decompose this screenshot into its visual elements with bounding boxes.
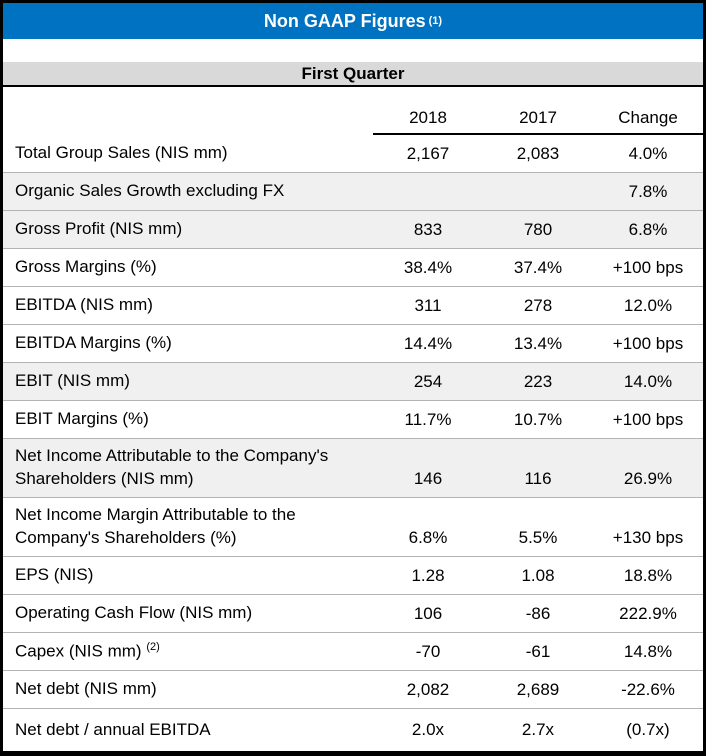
value-change: +100 bps [612,257,684,277]
period-label: First Quarter [301,63,405,83]
capex-footnote-ref: (2) [146,640,160,653]
value-2017: 2.7x [521,720,555,739]
row-label: Net debt (NIS mm) [15,679,157,699]
value-2017: 278 [523,295,553,315]
value-change: +100 bps [612,409,684,429]
value-2018: 11.7% [404,409,452,429]
value-2017: 1.08 [521,565,555,585]
row-label: EBITDA Margins (%) [15,333,172,353]
value-change: 6.8% [628,219,668,239]
row-label: EBIT Margins (%) [15,409,149,429]
value-change: +130 bps [612,528,684,547]
page-title: Non GAAP Figures [263,10,426,31]
table-row: Capex (NIS mm) (2) -70 -61 14.8% [3,633,703,671]
value-change: -22.6% [621,679,675,699]
row-label: Net Income Margin Attributable to the Co… [15,505,296,547]
table-row: Organic Sales Growth excluding FX 7.8% [3,173,703,211]
value-2018: 106 [413,603,443,623]
title-bar: Non GAAP Figures (1) [3,3,703,39]
value-2018: 311 [414,295,442,315]
row-label: Capex (NIS mm) (2) [15,640,160,661]
row-label: EBIT (NIS mm) [15,371,130,391]
value-2018: 254 [413,371,443,391]
table-row: EBIT (NIS mm) 254 223 14.0% [3,363,703,401]
table-row: EBIT Margins (%) 11.7% 10.7% +100 bps [3,401,703,439]
value-2017: 37.4% [513,257,563,277]
row-label: EBITDA (NIS mm) [15,295,153,315]
value-2017: -61 [525,641,551,661]
value-2017: 2,689 [516,679,560,699]
col-header-2017: 2017 [519,108,557,127]
value-2017: 10.7% [513,409,563,429]
table-row: EBITDA Margins (%) 14.4% 13.4% +100 bps [3,325,703,363]
col-header-2018: 2018 [409,108,447,127]
value-change: 26.9% [623,469,673,488]
table-row: Net Income Margin Attributable to the Co… [3,498,703,557]
period-header: First Quarter [3,62,703,87]
row-label: Gross Profit (NIS mm) [15,219,183,239]
value-change: 4.0% [628,143,668,163]
table-body: Total Group Sales (NIS mm) 2,167 2,083 4… [3,135,703,751]
value-2017: 5.5% [518,528,558,547]
row-label: Operating Cash Flow (NIS mm) [15,603,253,623]
table-row: EBITDA (NIS mm) 311 278 12.0% [3,287,703,325]
value-2018 [373,173,483,210]
row-label: Net Income Attributable to the Company's… [15,446,329,488]
row-label: Net debt / annual EBITDA [15,719,211,739]
row-label: Gross Margins (%) [15,257,157,277]
value-change: 18.8% [623,565,673,585]
value-2018: 14.4% [403,333,453,353]
value-2017: 13.4% [513,333,563,353]
table-row: Gross Profit (NIS mm) 833 780 6.8% [3,211,703,249]
value-2018: 833 [413,219,443,239]
table-row: EPS (NIS) 1.28 1.08 18.8% [3,557,703,595]
table-row: Gross Margins (%) 38.4% 37.4% +100 bps [3,249,703,287]
value-2017: 2,083 [516,143,560,163]
table-row: Net debt / annual EBITDA 2.0x 2.7x (0.7x… [3,709,703,751]
title-footnote-ref: (1) [428,15,443,27]
value-change: 14.8% [623,641,673,661]
header-columns: 2018 2017 Change [373,108,703,135]
row-label: Total Group Sales (NIS mm) [15,143,228,163]
value-2018: 2,167 [406,143,450,163]
value-2017: -86 [525,603,551,623]
row-label: EPS (NIS) [15,565,94,585]
value-2017: 780 [523,219,553,239]
spacer [3,39,703,62]
table-row: Operating Cash Flow (NIS mm) 106 -86 222… [3,595,703,633]
value-change: 14.0% [623,371,673,391]
table-row: Total Group Sales (NIS mm) 2,167 2,083 4… [3,135,703,173]
value-2018: 1.28 [411,565,445,585]
col-header-change: Change [618,108,678,127]
value-change: 12.0% [623,295,673,315]
value-change: 222.9% [619,603,677,623]
table-row: Net debt (NIS mm) 2,082 2,689 -22.6% [3,671,703,709]
row-label: Organic Sales Growth excluding FX [15,181,285,201]
value-2017: 223 [523,371,553,391]
value-2018: 2.0x [411,720,445,739]
value-2018: 6.8% [408,528,448,547]
value-change: +100 bps [612,333,684,353]
value-2017 [483,173,593,210]
value-change: 7.8% [628,181,668,201]
value-2018: 2,082 [406,679,450,699]
table-row: Net Income Attributable to the Company's… [3,439,703,498]
value-2018: 146 [413,469,443,488]
value-2018: -70 [415,641,441,661]
value-change: (0.7x) [626,720,670,739]
value-2017: 116 [524,469,552,488]
value-2018: 38.4% [403,257,453,277]
column-header-row: 2018 2017 Change [3,87,703,135]
